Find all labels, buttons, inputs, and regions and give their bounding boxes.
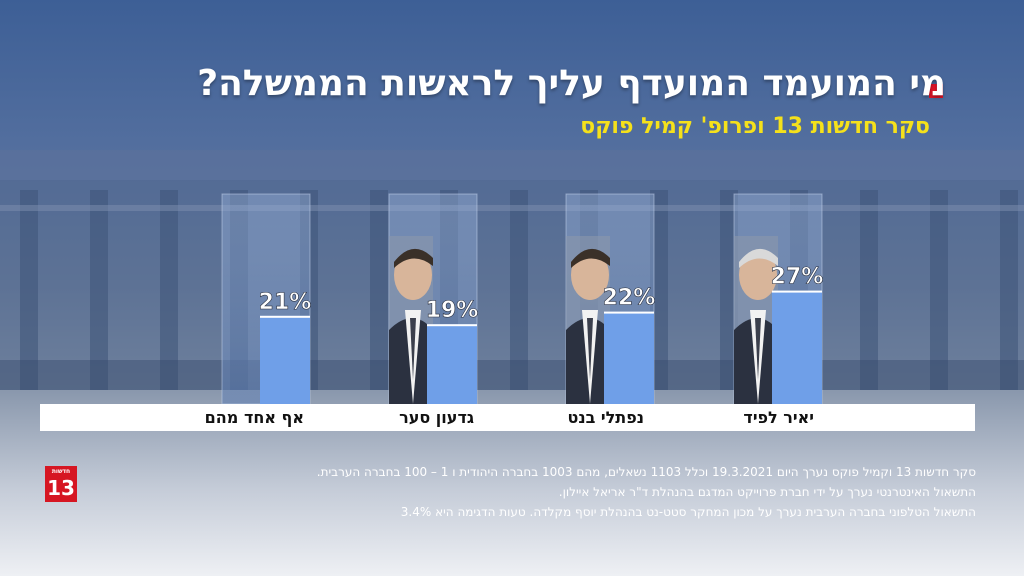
footnote-line-2: התשאול האינטרנטי נערך על ידי חברת פרוייק… xyxy=(558,485,976,499)
title-bullet-icon xyxy=(929,84,943,98)
channel-13-logo: חדשות 13 xyxy=(45,466,77,502)
chart-title: מי המועמד המועדף עליך לראשות הממשלה? xyxy=(197,63,946,104)
poll-methodology-note: סקר חדשות 13 וקמיל פוקס נערך היום 19.3.2… xyxy=(96,462,976,522)
candidate-portrait-1 xyxy=(566,236,610,404)
data-label-2: 19% xyxy=(426,298,479,323)
category-label-bennett: נפתלי בנט xyxy=(567,408,644,427)
candidate-portrait-2 xyxy=(389,236,433,404)
bar-top-line-0 xyxy=(772,290,822,293)
bar-1 xyxy=(604,311,654,404)
data-label-3: 21% xyxy=(259,290,312,315)
bar-top-line-2 xyxy=(427,324,477,327)
bar-top-line-1 xyxy=(604,311,654,314)
bar-top-line-3 xyxy=(260,315,310,318)
bar-2 xyxy=(427,324,477,404)
candidate-names-strip xyxy=(40,404,975,431)
candidate-portrait-0 xyxy=(734,236,778,404)
bar-3 xyxy=(260,315,310,404)
footnote-line-1: סקר חדשות 13 וקמיל פוקס נערך היום 19.3.2… xyxy=(316,465,976,479)
chart-subtitle: סקר חדשות 13 ופרופ' קמיל פוקס xyxy=(580,114,930,139)
logo-text-small: חדשות xyxy=(51,468,71,475)
bar-0 xyxy=(772,290,822,404)
data-label-1: 22% xyxy=(603,286,656,311)
footnote-line-3: התשאול הטלפוני בחברה הערבית נערך על מכון… xyxy=(400,505,976,519)
category-label-lapid: יאיר לפיד xyxy=(743,408,814,427)
category-label-none: אף אחד מהם xyxy=(204,408,304,427)
category-label-saar: גדעון סער xyxy=(399,408,474,427)
data-label-0: 27% xyxy=(771,265,824,290)
logo-text-big: 13 xyxy=(47,476,75,500)
